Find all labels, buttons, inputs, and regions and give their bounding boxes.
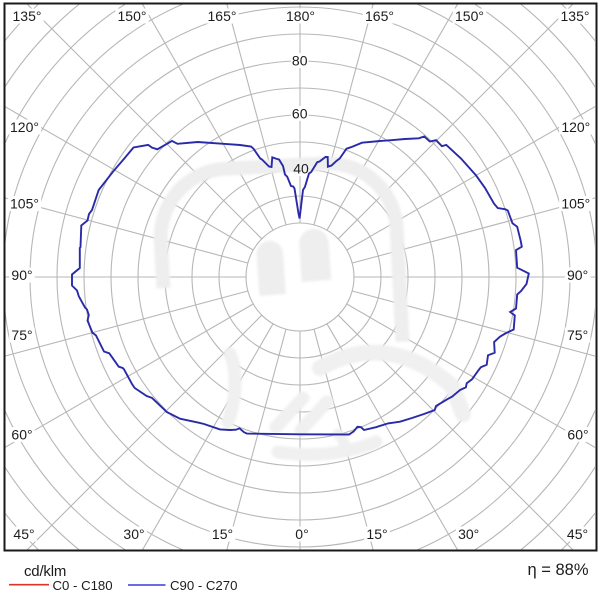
svg-text:C90 - C270: C90 - C270 bbox=[170, 578, 237, 593]
svg-text:30°: 30° bbox=[458, 526, 479, 542]
svg-text:165°: 165° bbox=[365, 8, 394, 24]
svg-text:150°: 150° bbox=[455, 8, 484, 24]
svg-text:75°: 75° bbox=[11, 327, 32, 343]
svg-text:150°: 150° bbox=[118, 8, 147, 24]
svg-text:105°: 105° bbox=[10, 196, 39, 212]
svg-text:120°: 120° bbox=[10, 119, 39, 135]
svg-text:40: 40 bbox=[293, 161, 309, 177]
svg-text:η = 88%: η = 88% bbox=[527, 561, 588, 579]
svg-text:90°: 90° bbox=[567, 267, 588, 283]
svg-text:80: 80 bbox=[292, 53, 308, 69]
svg-text:105°: 105° bbox=[561, 196, 590, 212]
svg-text:30°: 30° bbox=[123, 526, 144, 542]
svg-text:180°: 180° bbox=[286, 8, 315, 24]
svg-text:45°: 45° bbox=[567, 526, 588, 542]
svg-text:135°: 135° bbox=[561, 8, 590, 24]
svg-text:15°: 15° bbox=[212, 526, 233, 542]
svg-text:0°: 0° bbox=[295, 526, 308, 542]
svg-text:90°: 90° bbox=[11, 267, 32, 283]
svg-text:60°: 60° bbox=[567, 427, 588, 443]
svg-text:60°: 60° bbox=[11, 427, 32, 443]
svg-text:cd/klm: cd/klm bbox=[24, 563, 66, 580]
svg-text:60: 60 bbox=[292, 105, 308, 121]
svg-text:45°: 45° bbox=[13, 526, 34, 542]
svg-text:135°: 135° bbox=[13, 8, 42, 24]
svg-text:75°: 75° bbox=[567, 327, 588, 343]
svg-text:C0 - C180: C0 - C180 bbox=[53, 578, 113, 593]
svg-text:15°: 15° bbox=[366, 526, 387, 542]
svg-text:120°: 120° bbox=[561, 119, 590, 135]
svg-text:165°: 165° bbox=[208, 8, 237, 24]
